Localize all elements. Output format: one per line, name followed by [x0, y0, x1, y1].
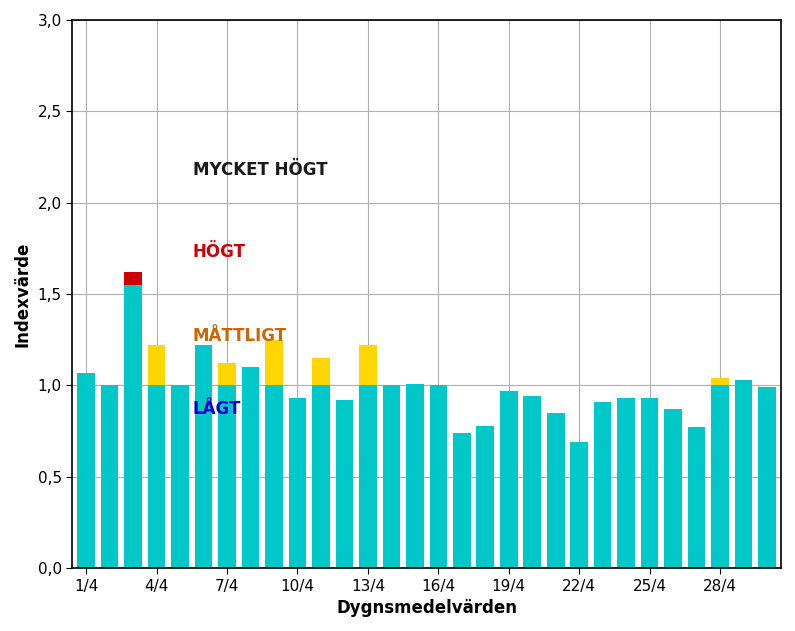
Bar	[500, 391, 518, 568]
Bar	[735, 380, 752, 568]
X-axis label: Dygnsmedelvärden: Dygnsmedelvärden	[336, 599, 517, 617]
Y-axis label: Indexvärde: Indexvärde	[14, 241, 32, 346]
Bar	[312, 386, 330, 568]
Bar	[195, 345, 212, 568]
Bar	[101, 386, 118, 568]
Bar	[476, 425, 494, 568]
Bar	[289, 398, 306, 568]
Bar	[382, 386, 400, 568]
Bar	[266, 386, 283, 568]
Bar	[219, 363, 236, 386]
Text: LÅGT: LÅGT	[192, 400, 241, 418]
Text: MÅTTLIGT: MÅTTLIGT	[192, 327, 287, 345]
Bar	[359, 345, 377, 386]
Bar	[171, 386, 189, 568]
Bar	[570, 442, 588, 568]
Bar	[453, 433, 471, 568]
Bar	[148, 386, 165, 568]
Bar	[758, 387, 776, 568]
Bar	[641, 398, 658, 568]
Bar	[523, 396, 541, 568]
Bar	[242, 367, 259, 568]
Bar	[712, 378, 729, 386]
Bar	[312, 358, 330, 386]
Bar	[712, 386, 729, 568]
Bar	[77, 372, 95, 568]
Bar	[335, 400, 353, 568]
Bar	[124, 285, 142, 568]
Bar	[618, 398, 635, 568]
Bar	[359, 386, 377, 568]
Bar	[406, 384, 424, 568]
Bar	[429, 386, 447, 568]
Bar	[665, 409, 682, 568]
Bar	[547, 413, 564, 568]
Text: HÖGT: HÖGT	[192, 243, 246, 261]
Bar	[219, 386, 236, 568]
Bar	[124, 272, 142, 285]
Text: MYCKET HÖGT: MYCKET HÖGT	[192, 161, 328, 179]
Bar	[688, 427, 705, 568]
Bar	[594, 402, 611, 568]
Bar	[148, 345, 165, 386]
Bar	[266, 339, 283, 386]
